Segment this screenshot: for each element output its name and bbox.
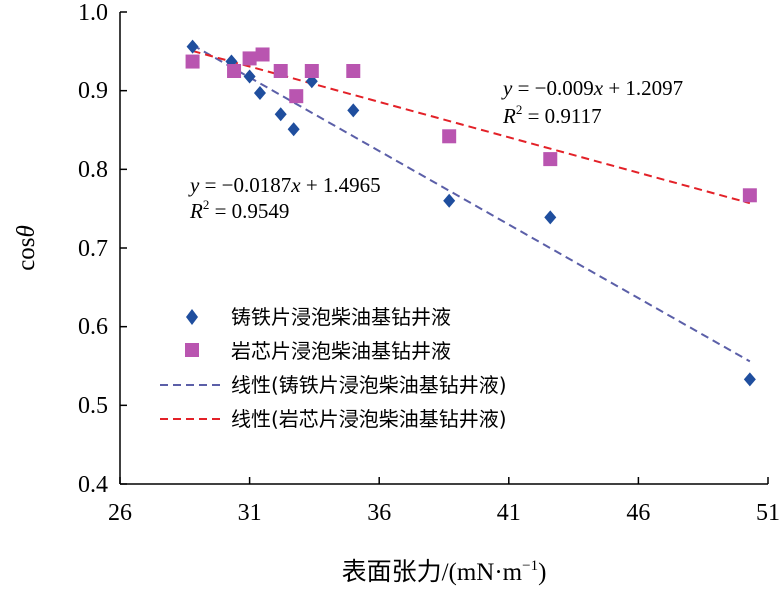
data-markers: [185, 39, 757, 387]
trendline-1-equation: y = −0.0187x + 1.4965: [188, 173, 381, 197]
x-tick-labels: 26 31 36 41 46 51: [108, 500, 780, 526]
legend-item-cast-iron: 铸铁片浸泡柴油基钻井液: [186, 305, 451, 329]
data-point-diamond: [274, 107, 287, 122]
r2-1-sup: 2: [203, 197, 210, 212]
eq2-x: x: [593, 76, 604, 100]
r2-1-val: = 0.9549: [209, 199, 289, 223]
eq1-x: x: [290, 173, 301, 197]
data-point-square: [185, 54, 200, 69]
x-tick-label: 26: [108, 500, 132, 526]
data-point-square: [289, 89, 304, 104]
data-point-diamond: [287, 122, 300, 137]
x-tick-label: 46: [626, 500, 650, 526]
tick-marks: [119, 11, 769, 485]
r2-1-R: R: [189, 199, 203, 223]
data-point-diamond: [443, 193, 456, 208]
legend-diamond-marker: [186, 309, 198, 325]
x-axis-title-close: ): [538, 559, 546, 586]
x-tick-label: 41: [497, 500, 521, 526]
eq2-end: + 1.2097: [603, 76, 683, 100]
trendline-1-r2: R2 = 0.9549: [189, 197, 289, 223]
r2-2-sup: 2: [516, 102, 523, 117]
r2-2-val: = 0.9117: [522, 104, 601, 128]
y-tick-label: 0.7: [78, 236, 108, 262]
legend-item-trend-core: 线性(岩芯片浸泡柴油基钻井液): [160, 407, 507, 431]
data-point-diamond: [243, 69, 256, 84]
data-point-square: [304, 64, 319, 78]
data-point-diamond: [743, 372, 756, 387]
legend-label: 岩芯片浸泡柴油基钻井液: [231, 339, 451, 363]
trendline-2-r2: R2 = 0.9117: [502, 102, 602, 128]
data-point-diamond: [186, 39, 199, 54]
data-point-diamond: [347, 103, 360, 118]
data-point-square: [242, 51, 257, 66]
legend: 铸铁片浸泡柴油基钻井液 岩芯片浸泡柴油基钻井液 线性(铸铁片浸泡柴油基钻井液) …: [160, 305, 507, 431]
data-point-diamond: [544, 210, 557, 225]
data-point-square: [346, 64, 361, 78]
r2-2-R: R: [502, 104, 516, 128]
y-axis-title: cosθ: [13, 225, 40, 271]
data-point-square: [255, 47, 270, 62]
y-tick-label: 0.4: [78, 472, 108, 498]
legend-square-marker: [185, 343, 199, 357]
data-point-square: [543, 152, 558, 167]
legend-item-core: 岩芯片浸泡柴油基钻井液: [185, 339, 451, 363]
legend-label: 线性(岩芯片浸泡柴油基钻井液): [231, 407, 507, 431]
x-axis-title-sup: −1: [522, 558, 538, 574]
data-point-square: [742, 188, 757, 203]
y-tick-label: 0.9: [78, 78, 108, 104]
trendline-1: [192, 44, 751, 363]
data-point-square: [442, 129, 457, 144]
y-tick-label: 0.6: [78, 314, 108, 340]
y-axis-title-cos: cos: [13, 237, 40, 270]
x-axis-title-main: 表面张力/(mN·m: [342, 558, 523, 586]
eq1-y: y: [188, 173, 200, 197]
legend-label: 铸铁片浸泡柴油基钻井液: [231, 305, 451, 329]
eq1-end: + 1.4965: [301, 173, 381, 197]
data-point-square: [227, 64, 242, 78]
legend-item-trend-cast-iron: 线性(铸铁片浸泡柴油基钻井液): [160, 373, 507, 397]
y-tick-label: 0.8: [78, 157, 108, 183]
data-point-square: [273, 64, 288, 78]
eq1-mid: = −0.0187: [199, 173, 291, 197]
y-tick-labels: 0.4 0.5 0.6 0.7 0.8 0.9 1.0: [78, 0, 108, 498]
eq2-y: y: [501, 76, 513, 100]
y-tick-label: 0.5: [78, 393, 108, 419]
x-tick-label: 51: [756, 500, 780, 526]
x-axis-title: 表面张力/(mN·m−1): [342, 558, 547, 586]
x-tick-label: 31: [238, 500, 262, 526]
y-tick-label: 1.0: [78, 0, 108, 26]
trendline-2-equation: y = −0.009x + 1.2097: [501, 76, 683, 100]
y-axis-title-theta: θ: [13, 225, 40, 237]
x-tick-label: 36: [367, 500, 391, 526]
legend-label: 线性(铸铁片浸泡柴油基钻井液): [231, 373, 507, 397]
eq2-mid: = −0.009: [512, 76, 593, 100]
data-point-diamond: [253, 86, 266, 101]
